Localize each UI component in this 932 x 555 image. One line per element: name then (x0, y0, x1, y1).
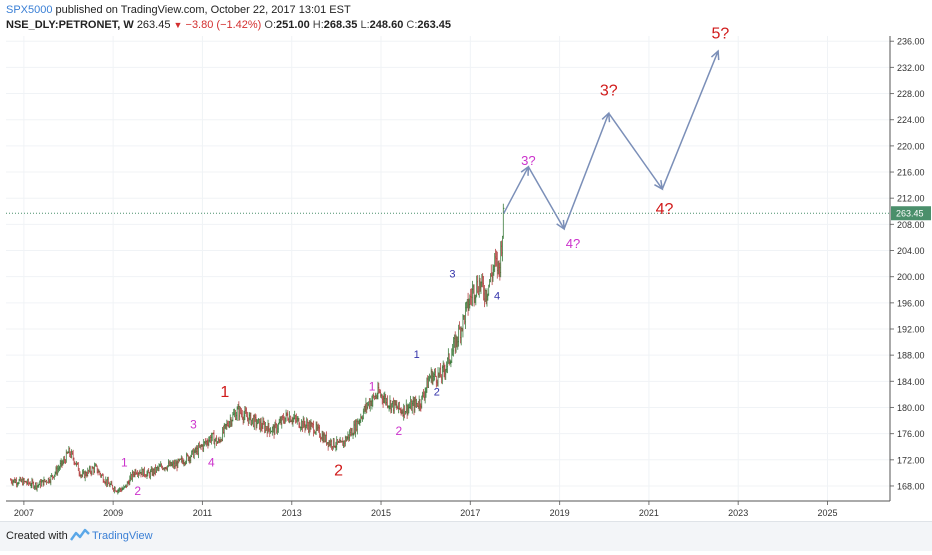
author-link[interactable]: SPX5000 (6, 4, 53, 16)
y-tick-label: 180.00 (897, 403, 925, 413)
wave-label: 2 (396, 424, 403, 438)
y-tick-label: 216.00 (897, 168, 925, 178)
symbol-name[interactable]: NSE_DLY:PETRONET (6, 19, 118, 31)
wave-label: 2 (434, 387, 440, 399)
wave-label: 4 (208, 455, 215, 469)
high-label: H: (312, 19, 324, 31)
y-tick-label: 200.00 (897, 272, 925, 282)
x-tick-label: 2011 (193, 508, 212, 518)
wave-label: 5? (711, 26, 729, 43)
axes: 168.00 172.00 176.00 180.00 184.00 188.00 192.… (6, 36, 931, 518)
close-value: 263.45 (417, 19, 452, 31)
projection-segment (563, 112, 610, 230)
chart-header: SPX5000 published on TradingView.com, Oc… (6, 3, 451, 33)
wave-label: 4? (566, 236, 580, 251)
plot-area (6, 36, 890, 501)
created-with-text: Created with (6, 530, 68, 542)
y-tick-label: 172.00 (897, 455, 925, 465)
projection-segment (608, 112, 663, 190)
last-price-label: 263.45 (896, 209, 924, 219)
symbol-line: NSE_DLY:PETRONET, W 263.45 ▼ −3.80 (−1.4… (6, 18, 451, 33)
y-tick-label: 204.00 (897, 246, 925, 256)
wave-label: 4 (494, 291, 500, 303)
x-tick-label: 2015 (371, 508, 391, 518)
y-tick-label: 228.00 (897, 89, 925, 99)
interval: , W (117, 19, 134, 31)
publish-line: SPX5000 published on TradingView.com, Oc… (6, 3, 451, 18)
price-bars (10, 203, 505, 495)
y-tick-label: 208.00 (897, 220, 925, 230)
y-tick-label: 176.00 (897, 429, 925, 439)
projection-path (503, 49, 720, 231)
wave-labels: 1 2 3 4 1 2 1 2 1 2 3 4 3? 4? 3? 4? 5? (121, 26, 729, 498)
y-tick-label: 220.00 (897, 141, 925, 151)
grid-layer (6, 36, 890, 501)
y-tick-label: 236.00 (897, 37, 925, 47)
low-label: L: (360, 19, 370, 31)
x-tick-label: 2017 (460, 508, 480, 518)
footer-bar: Created with TradingView (0, 521, 932, 551)
wave-label: 4? (656, 201, 674, 218)
tradingview-brand-link[interactable]: TradingView (92, 530, 153, 542)
y-tick-label: 224.00 (897, 115, 925, 125)
price-change: −3.80 (−1.42%) (185, 19, 262, 31)
wave-label: 2 (334, 462, 343, 479)
wave-label: 3? (600, 83, 618, 100)
y-tick-label: 212.00 (897, 194, 925, 204)
last-price: 263.45 (136, 19, 171, 31)
projection-segment (503, 166, 530, 214)
tradingview-logo-icon[interactable] (70, 528, 90, 542)
wave-label: 3? (521, 153, 535, 168)
x-tick-label: 2023 (728, 508, 748, 518)
y-tick-label: 196.00 (897, 298, 925, 308)
projection-arrowhead (710, 49, 720, 61)
x-tick-label: 2021 (639, 508, 659, 518)
wave-label: 2 (134, 484, 141, 498)
x-tick-label: 2019 (550, 508, 570, 518)
close-label: C: (406, 19, 418, 31)
y-tick-label: 168.00 (897, 481, 925, 491)
x-tick-label: 2013 (282, 508, 302, 518)
y-tick-label: 184.00 (897, 377, 925, 387)
x-tick-label: 2025 (817, 508, 837, 518)
wave-label: 1 (414, 349, 420, 361)
wave-label: 3 (449, 268, 455, 280)
x-tick-label: 2007 (14, 508, 34, 518)
low-value: 248.60 (369, 19, 404, 31)
ohlc-values: O:251.00 H:268.35 L:248.60 C:263.45 (264, 19, 451, 31)
y-tick-label: 188.00 (897, 351, 925, 361)
published-text: published on TradingView.com, October 22… (52, 4, 351, 16)
high-value: 268.35 (323, 19, 358, 31)
open-value: 251.00 (276, 19, 310, 31)
wave-label: 1 (220, 384, 229, 401)
wave-label: 1 (121, 455, 128, 469)
projection-segment (527, 166, 565, 230)
y-tick-label: 192.00 (897, 324, 925, 334)
open-label: O: (264, 19, 277, 31)
change-down-icon: ▼ (173, 20, 183, 30)
x-tick-label: 2009 (103, 508, 123, 518)
wave-label: 1 (369, 379, 376, 393)
projection-segment (661, 50, 719, 190)
last-price-badge (891, 206, 931, 221)
y-tick-label: 232.00 (897, 63, 925, 73)
wave-label: 3 (190, 417, 197, 431)
